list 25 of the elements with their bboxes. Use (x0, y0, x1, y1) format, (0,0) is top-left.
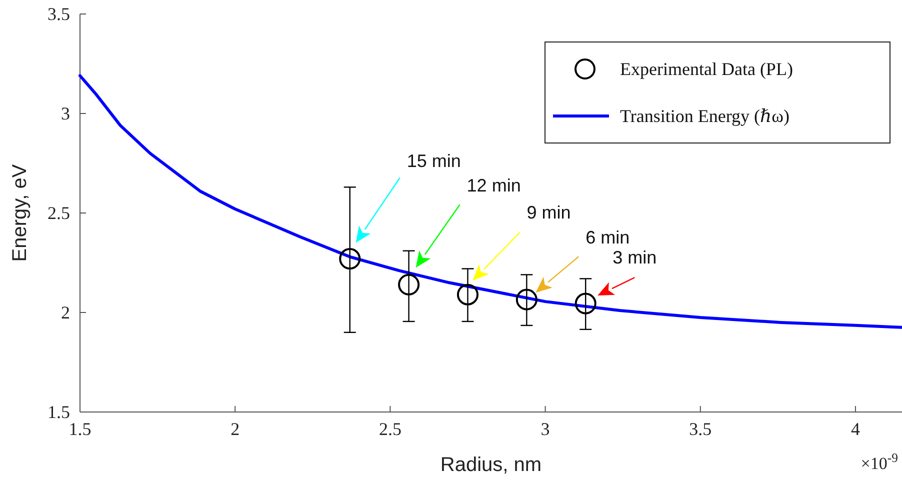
x-axis-title: Radius, nm (440, 454, 542, 476)
text: ×10$^{-9}$ (860, 451, 898, 473)
legend-label: Transition Energy (ℏω) (620, 106, 790, 126)
y-axis-title: Energy, eV (9, 164, 31, 262)
annotation: 3 min (612, 248, 657, 268)
annotation: 12 min (466, 176, 521, 196)
y-tick-label: 3.5 (48, 4, 70, 24)
point (339, 248, 361, 270)
x-tick-label: 2 (230, 418, 240, 439)
point (398, 274, 420, 296)
x-tick-label: 2.5 (378, 418, 402, 439)
point (516, 288, 538, 310)
point (456, 284, 479, 306)
annotation: 15 min (406, 150, 461, 171)
x-tick-label: 4 (850, 418, 860, 439)
y-tick-label: 2 (61, 302, 70, 322)
point (574, 292, 596, 314)
y-tick-label: 3 (61, 103, 70, 124)
annotation: 6 min (586, 228, 630, 248)
legend-label: Experimental Data (PL) (620, 59, 793, 79)
y-tick-label: 2.5 (48, 202, 70, 223)
y-tick-label: 1.5 (48, 402, 70, 422)
x-tick-label: 3 (540, 418, 550, 439)
annotation: 9 min (526, 202, 571, 223)
x-tick-label: 3.5 (689, 418, 712, 439)
